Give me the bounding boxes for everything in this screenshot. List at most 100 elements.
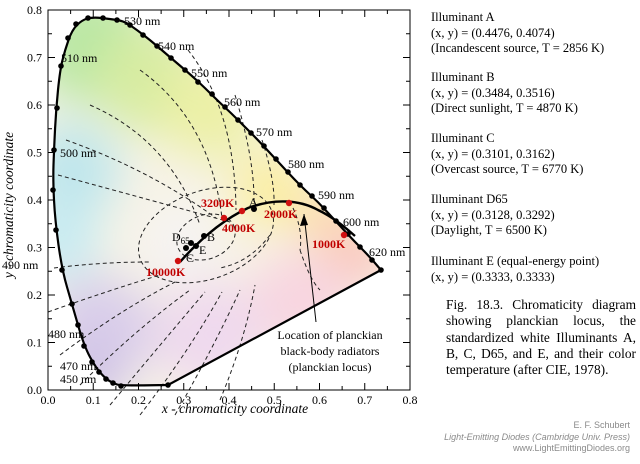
wl-530: 530 nm [124,14,161,28]
label-4000k: 4000K [222,221,256,235]
illuminant-d65-coords: (x, y) = (0.3128, 0.3292) [431,207,555,222]
temperature-points [174,199,348,265]
y-tick-label: 0.2 [27,288,42,302]
locus-dot [261,143,267,149]
credit-author: E. F. Schubert [573,420,630,430]
locus-dot [51,147,57,153]
illuminant-c-name: Illuminant C [431,131,495,145]
x-tick-label: 0.7 [357,393,372,407]
locus-dot [89,359,95,365]
illuminant-d65-desc: (Daylight, T = 6500 K) [431,223,547,237]
label-point-a: A [249,195,258,209]
point-3200k [238,207,246,215]
x-tick-label: 0.0 [41,393,56,407]
point-2000k [285,199,293,207]
x-tick-label: 0.1 [86,393,101,407]
locus-dot [369,257,375,263]
point-c [183,245,189,251]
wl-550: 550 nm [191,66,228,80]
x-tick-label: 0.8 [403,393,418,407]
locus-dot [58,63,64,69]
locus-dot [75,322,81,328]
y-tick-label: 0.3 [27,241,42,255]
wl-620: 620 nm [369,245,406,259]
locus-dot [59,267,65,273]
x-tick-label: 0.5 [267,393,282,407]
figure-caption: Fig. 18.3. Chromaticity diagram showing … [446,297,636,378]
y-tick-label: 0.8 [27,3,42,17]
annotation-line-1: Location of planckian [277,328,382,342]
x-tick-label: 0.6 [312,393,327,407]
temperature-labels: 1000K 2000K 3200K 4000K 10000K [146,196,346,279]
point-e [193,243,199,249]
locus-dot [273,156,279,162]
point-1000k [340,231,348,239]
illuminant-b-desc: (Direct sunlight, T = 4870 K) [431,101,578,115]
locus-dot [154,43,160,49]
y-tick-label: 0.0 [27,383,42,397]
locus-dot [118,383,124,389]
locus-dot [182,67,188,73]
locus-dot [168,55,174,61]
locus-dot [81,343,87,349]
label-point-c: C [186,251,194,265]
locus-dot [50,187,56,193]
locus-dot [140,32,146,38]
wl-560: 560 nm [224,95,261,109]
locus-dot [114,17,120,23]
locus-dot [297,182,303,188]
illuminant-e-name: Illuminant E (equal-energy point) [431,254,600,268]
locus-dot [69,301,75,307]
credit-site: www.LightEmittingDiodes.org [512,443,630,453]
illuminant-e-info: Illuminant E (equal-energy point) (x, y)… [431,254,599,285]
chromaticity-diagram: x - chromaticity coordinate y - chromati… [1,3,418,416]
wl-450: 450 nm [60,372,97,386]
wl-600: 600 nm [343,215,380,229]
x-axis-title: x - chromaticity coordinate [161,401,308,416]
locus-dot [65,35,71,41]
label-3200k: 3200K [201,196,235,210]
label-1000k: 1000K [312,237,346,251]
wl-510: 510 nm [61,51,98,65]
locus-dot [285,169,291,175]
point-10000k [174,257,182,265]
locus-dot [54,105,60,111]
label-point-d65: D65 [172,230,190,246]
y-axis-title: y - chromaticity coordinate [1,132,16,280]
wavelength-labels: 450 nm 470 nm 480 nm 490 nm 500 nm 510 n… [2,14,406,386]
illuminant-b-coords: (x, y) = (0.3484, 0.3516) [431,85,555,100]
planckian-annotation: Location of planckian black-body radiato… [277,213,383,374]
locus-dot [73,21,79,27]
illuminant-point-labels: A B C E D65 [172,195,258,265]
wl-540: 540 nm [158,39,195,53]
y-tick-label: 0.1 [27,336,42,350]
illuminant-e-coords: (x, y) = (0.3333, 0.3333) [431,269,555,284]
label-2000k: 2000K [264,207,298,221]
illuminant-a-name: Illuminant A [431,10,495,24]
label-10000k: 10000K [146,265,186,279]
locus-dot [165,382,171,388]
locus-dot [309,193,315,199]
locus-dot [195,79,201,85]
illuminant-c-coords: (x, y) = (0.3101, 0.3162) [431,146,555,161]
credit-block: E. F. Schubert Light-Emitting Diodes (Ca… [444,420,630,455]
wl-480: 480 nm [48,327,85,341]
locus-dot [235,117,241,123]
x-tick-label: 0.3 [176,393,191,407]
illuminant-c-info: Illuminant C (x, y) = (0.3101, 0.3162) (… [431,131,583,178]
y-tick-label: 0.5 [27,146,42,160]
point-b [201,233,207,239]
y-tick-label: 0.6 [27,98,42,112]
point-4000k [220,214,228,222]
illuminant-c-desc: (Overcast source, T = 6770 K) [431,162,584,176]
illuminant-a-desc: (Incandescent source, T = 2856 K) [431,41,605,55]
point-a [251,206,257,212]
illuminant-d65-info: Illuminant D65 (x, y) = (0.3128, 0.3292)… [431,192,555,239]
locus-dot [110,380,116,386]
wl-580: 580 nm [288,157,325,171]
y-tick-label: 0.7 [27,51,42,65]
x-tick-label: 0.2 [131,393,146,407]
locus-dot [333,218,339,224]
wl-570: 570 nm [256,125,293,139]
annotation-line-2: black-body radiators [281,344,380,358]
